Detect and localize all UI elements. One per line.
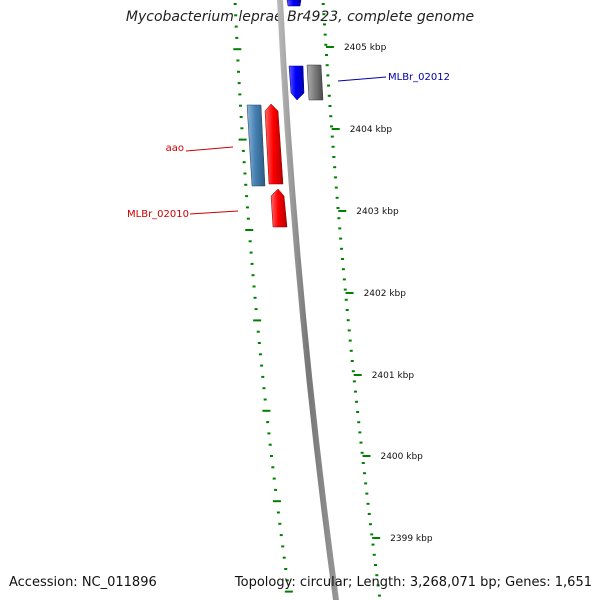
label-mlbr02012[interactable]: MLBr_02012 <box>388 72 450 83</box>
gene-mlbr02012[interactable] <box>306 64 324 101</box>
gene-features <box>246 0 324 228</box>
gene-mlbr02010[interactable] <box>270 188 288 228</box>
genome-summary-text: Topology: circular; Length: 3,268,071 bp… <box>234 575 592 590</box>
accession-text: Accession: NC_011896 <box>9 575 157 590</box>
scale-label-group: 2405 kbp 2404 kbp 2403 kbp 2402 kbp 2401 kbp… <box>344 43 433 544</box>
label-mlbr02010[interactable]: MLBr_02010 <box>127 209 189 220</box>
gene-reverse-top[interactable] <box>286 0 302 7</box>
label-aao[interactable]: aao <box>166 143 184 154</box>
scale-label: 2401 kbp <box>372 371 415 381</box>
leader-mlbr02012 <box>337 76 387 82</box>
scale-label: 2399 kbp <box>390 534 433 544</box>
gene-aao[interactable] <box>264 103 284 185</box>
leader-mlbr02010 <box>189 210 239 215</box>
gene-steelblue[interactable] <box>246 104 266 187</box>
gene-reverse-mlbr02013[interactable] <box>288 65 305 101</box>
scale-label: 2402 kbp <box>364 289 407 299</box>
scale-label: 2400 kbp <box>380 452 423 462</box>
scale-label: 2405 kbp <box>344 43 387 53</box>
scale-label: 2404 kbp <box>350 125 393 135</box>
outer-tick-ring <box>321 3 381 597</box>
leader-aao <box>185 146 234 152</box>
map-title: Mycobacterium leprae Br4923, complete ge… <box>125 9 475 25</box>
scale-label: 2403 kbp <box>356 207 399 217</box>
genome-backbone <box>277 0 339 600</box>
inner-tick-ring <box>233 3 293 593</box>
